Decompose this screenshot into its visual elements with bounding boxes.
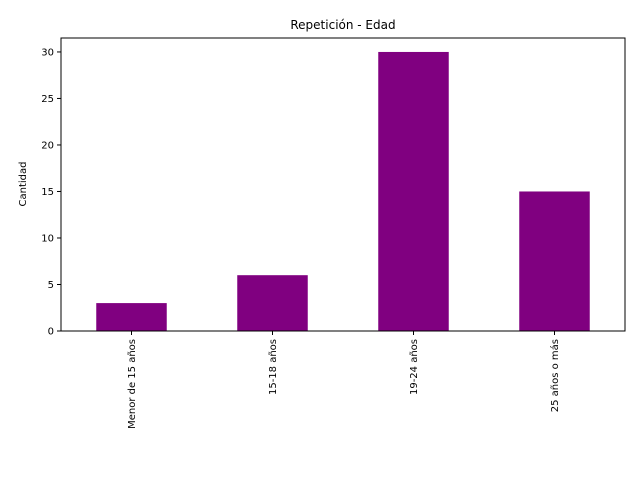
bar-3: [519, 191, 590, 331]
y-tick-label-0: 0: [48, 327, 54, 338]
plot-frame: [60, 37, 626, 332]
x-tick-label-1: 15-18 años: [268, 339, 279, 395]
bar-1: [237, 275, 308, 331]
y-tick-label-1: 5: [48, 280, 54, 291]
bar-0: [96, 303, 167, 331]
x-tick-label-0: Menor de 15 años: [127, 339, 138, 429]
y-tick-label-2: 10: [41, 233, 54, 244]
y-tick-label-5: 25: [41, 94, 54, 105]
x-tick-label-3: 25 años o más: [549, 339, 561, 412]
x-tick-label-2: 19-24 años: [409, 339, 420, 395]
y-tick-label-6: 30: [41, 47, 54, 58]
bar-2: [378, 51, 449, 331]
plot-area: Menor de 15 años 15-18 años 19-24 años 25 a…: [41, 47, 590, 429]
y-tick-label-4: 20: [41, 140, 54, 151]
y-axis-label: Cantidad: [18, 162, 29, 207]
chart-title: Repetición - Edad: [290, 18, 395, 32]
y-tick-label-3: 15: [41, 187, 54, 198]
